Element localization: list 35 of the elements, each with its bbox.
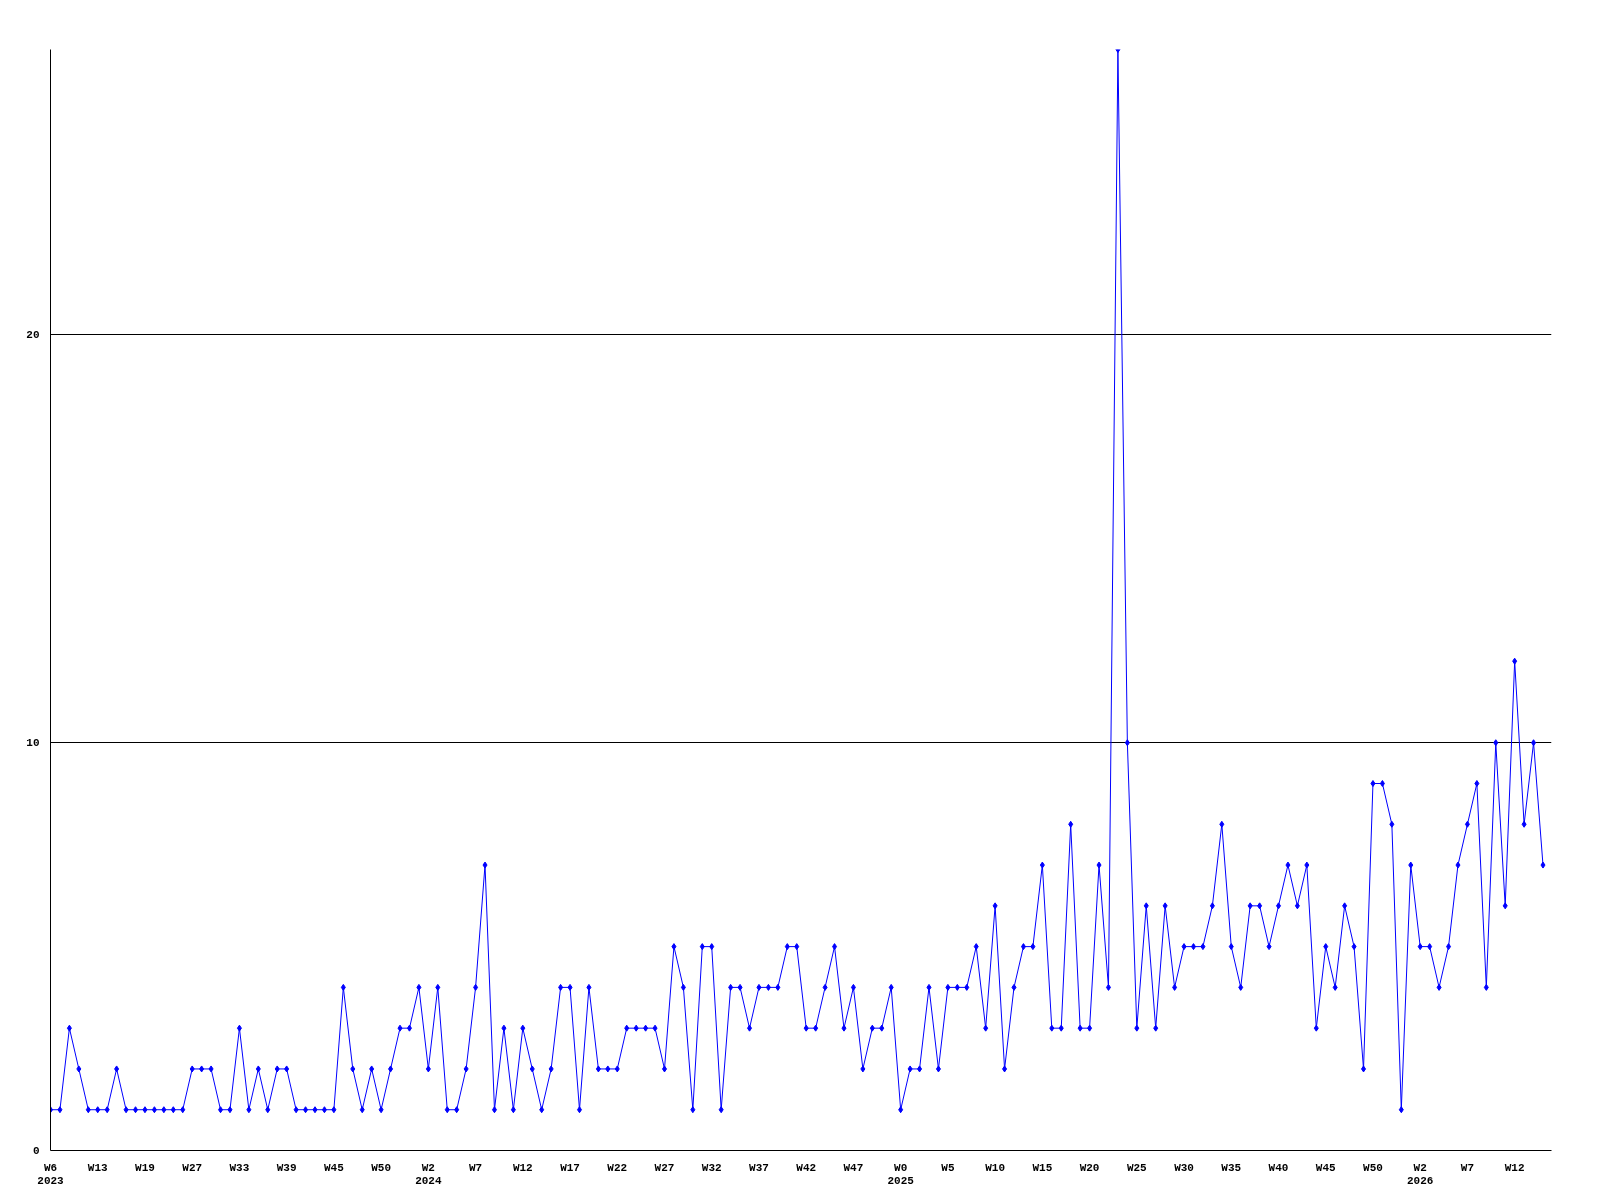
x-tick-label: W17: [560, 1161, 580, 1174]
x-tick-label: W15: [1032, 1161, 1053, 1174]
x-tick-label: W50: [371, 1161, 392, 1174]
x-tick-label: W5: [941, 1161, 955, 1174]
x-tick-label: W20: [1079, 1161, 1100, 1174]
x-tick-label: W45: [323, 1161, 345, 1174]
x-tick-label: W2 2024: [415, 1161, 442, 1187]
x-tick-label: W50: [1363, 1161, 1383, 1174]
x-tick-label: W39: [276, 1161, 297, 1174]
x-tick-label: W27: [182, 1161, 203, 1174]
y-tick-label: 0: [32, 1145, 40, 1157]
x-tick-label: W10: [985, 1161, 1006, 1174]
x-tick-label: W12: [512, 1161, 533, 1174]
x-tick-label: W47: [843, 1161, 864, 1174]
x-tick-label: W2 2026: [1407, 1161, 1434, 1187]
x-tick-label: W35: [1221, 1161, 1242, 1174]
x-tick-label: W33: [229, 1161, 250, 1174]
x-tick-label: W27: [654, 1161, 675, 1174]
x-tick-label: W13: [87, 1161, 109, 1174]
x-tick-label: W30: [1174, 1161, 1194, 1174]
x-tick-label: W32: [701, 1161, 722, 1174]
x-tick-label: W12: [1504, 1161, 1525, 1174]
x-tick-label: W7: [468, 1161, 483, 1174]
x-tick-label: W7: [1460, 1161, 1475, 1174]
x-tick-label: W6 2023: [37, 1161, 65, 1187]
x-tick-label: W0 2025: [887, 1161, 915, 1187]
x-tick-label: W42: [796, 1161, 817, 1174]
x-tick-label: W19: [135, 1161, 155, 1174]
x-tick-label: W22: [607, 1161, 628, 1174]
y-tick-label: 10: [26, 737, 40, 750]
y-tick-label: 20: [26, 329, 40, 342]
x-tick-label: W25: [1126, 1161, 1148, 1174]
x-tick-label: W45: [1315, 1161, 1337, 1174]
x-tick-label: W40: [1268, 1161, 1289, 1174]
x-tick-label: W37: [749, 1161, 769, 1174]
